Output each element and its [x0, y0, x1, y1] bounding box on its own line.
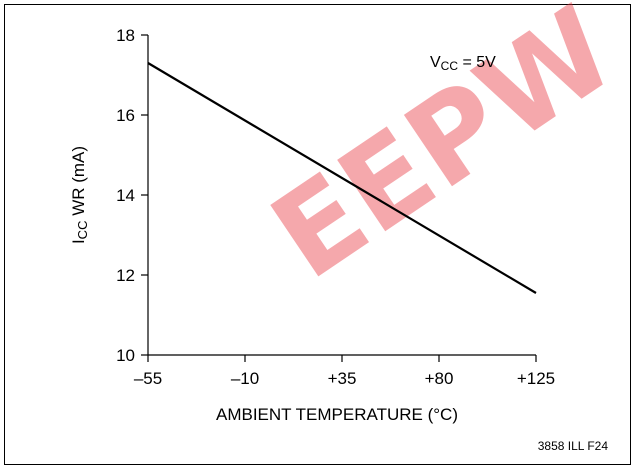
y-tick-label: 18 — [116, 26, 135, 45]
x-tick-label: +125 — [517, 369, 555, 388]
y-tick-label: 10 — [116, 346, 135, 365]
y-axis-title: ICC WR (mA) — [69, 146, 90, 244]
x-tick-label: +35 — [328, 369, 357, 388]
figure-id: 3858 ILL F24 — [538, 439, 609, 453]
y-tick-label: 16 — [116, 106, 135, 125]
y-tick-label: 12 — [116, 266, 135, 285]
x-tick-label: –55 — [134, 369, 162, 388]
x-tick-label: +80 — [425, 369, 454, 388]
series-line — [147, 62, 537, 294]
x-axis-title: AMBIENT TEMPERATURE (°C) — [216, 405, 458, 424]
watermark-text: EEPW — [248, 0, 637, 306]
vcc-annotation: VCC = 5V — [430, 54, 496, 73]
figure-frame — [4, 4, 631, 465]
watermark-logo: EEPW — [248, 0, 637, 306]
y-tick-label: 14 — [116, 186, 135, 205]
x-tick-label: –10 — [231, 369, 259, 388]
